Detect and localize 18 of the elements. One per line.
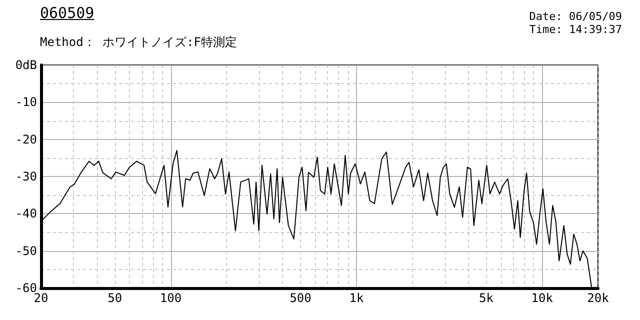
y-tick-label: -10: [15, 95, 37, 110]
x-tick-label: 1k: [349, 291, 364, 305]
chart-title: 060509: [40, 4, 94, 22]
x-tick-label: 500: [290, 291, 312, 305]
x-tick-label: 20k: [587, 291, 610, 305]
y-tick-label: -20: [15, 132, 37, 146]
x-tick-label: 5k: [478, 291, 494, 305]
x-tick-label: 10k: [531, 291, 554, 305]
text: Time: 14:39:37: [529, 23, 622, 36]
y-tick-label: -30: [15, 170, 37, 184]
x-tick-label: 20: [34, 291, 48, 305]
y-tick-label: 0dB: [15, 58, 37, 72]
x-tick-label: 100: [160, 291, 182, 305]
x-tick-label: 50: [108, 291, 122, 305]
y-tick-label: -50: [15, 244, 37, 258]
y-tick-label: -40: [15, 206, 37, 221]
text: Date: 06/05/09: [529, 10, 622, 23]
chart-subtitle: Method： ホワイトノイズ:F特測定: [40, 34, 238, 51]
